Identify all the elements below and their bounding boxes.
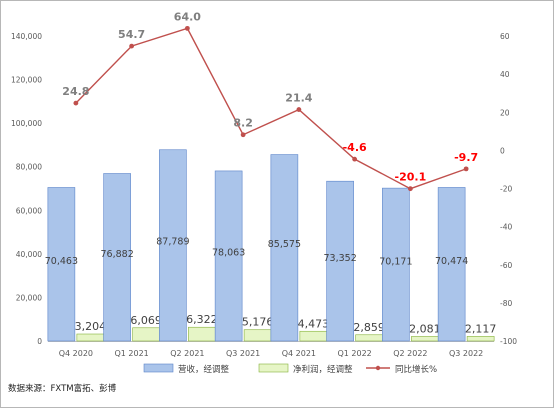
legend-revenue-swatch (143, 363, 174, 373)
legend-growth-marker (375, 365, 381, 371)
net-profit-bar (243, 329, 272, 342)
growth-data-label: -4.6 (343, 141, 367, 154)
revenue-data-label: 70,171 (379, 257, 412, 268)
revenue-data-label: 87,789 (156, 237, 189, 248)
net-profit-data-label: 4,473 (298, 317, 330, 330)
revenue-bar (270, 154, 299, 342)
growth-point (407, 186, 413, 192)
revenue-bar (47, 187, 76, 342)
source-note: 数据来源：FXTM富拓、彭博 (8, 383, 117, 394)
growth-data-label: 21.4 (285, 92, 312, 105)
growth-line (75, 27, 467, 190)
net-profit-bar (466, 336, 495, 342)
revenue-data-label: 85,575 (268, 239, 301, 250)
net-profit-data-label: 2,081 (409, 322, 441, 335)
y-right-tick-label: 60 (500, 32, 510, 41)
x-tick-label: Q3 2021 (226, 349, 260, 358)
revenue-bar (214, 170, 243, 342)
growth-point (129, 43, 135, 49)
net-profit-data-label: 6,069 (130, 314, 162, 327)
x-tick-label: Q1 2022 (337, 349, 371, 358)
net-profit-bar (132, 327, 160, 342)
y-right-tick-label: -40 (500, 223, 512, 232)
growth-data-label: -9.7 (454, 151, 478, 164)
y-left-tick-label: 80,000 (16, 163, 42, 172)
net-profit-data-label: 5,176 (242, 316, 274, 329)
growth-point (73, 100, 79, 106)
net-profit-bar (188, 326, 216, 342)
growth-data-label: 64.0 (174, 10, 201, 23)
legend-net-profit-label: 净利润，经调整 (293, 364, 353, 375)
growth-data-label: -20.1 (395, 171, 427, 184)
x-tick-label: Q1 2021 (114, 349, 148, 358)
net-profit-data-label: 2,859 (353, 321, 385, 334)
y-left-tick-label: 60,000 (16, 206, 42, 215)
y-right-tick-label: -100 (500, 337, 517, 346)
revenue-data-label: 70,463 (45, 256, 78, 267)
y-left-tick-label: 20,000 (16, 293, 42, 302)
growth-point (240, 132, 246, 138)
revenue-bar (103, 173, 131, 342)
x-tick-label: Q4 2021 (282, 349, 316, 358)
revenue-bar (382, 187, 410, 342)
growth-data-label: 54.7 (118, 28, 145, 41)
revenue-data-label: 78,063 (212, 248, 245, 259)
net-profit-data-label: 6,322 (186, 313, 218, 326)
legend-growth-label: 同比增长% (395, 364, 437, 375)
legend-revenue-label: 营收，经调整 (178, 364, 230, 375)
x-tick-label: Q2 2021 (170, 349, 204, 358)
y-left-tick-label: 100,000 (11, 119, 42, 128)
net-profit-bar (355, 334, 383, 342)
net-profit-data-label: 2,117 (465, 322, 497, 335)
y-left-tick-label: 0 (37, 337, 42, 346)
legend-net-profit-swatch (258, 363, 289, 373)
net-profit-data-label: 3,204 (75, 320, 107, 333)
y-right-tick-label: 40 (500, 70, 510, 79)
net-profit-bar (411, 336, 439, 342)
growth-data-label: 24.8 (62, 85, 89, 98)
growth-point (463, 166, 469, 172)
x-tick-label: Q4 2020 (59, 349, 93, 358)
revenue-data-label: 73,352 (324, 253, 357, 264)
growth-point (296, 107, 302, 112)
growth-point (352, 156, 358, 162)
revenue-bar (437, 187, 466, 342)
revenue-bar (326, 180, 354, 342)
y-left-tick-label: 40,000 (16, 250, 42, 259)
growth-data-label: 8.2 (233, 117, 253, 130)
y-right-tick-label: -80 (500, 299, 512, 308)
revenue-data-label: 76,882 (101, 249, 134, 260)
y-right-tick-label: 0 (500, 146, 505, 155)
x-tick-label: Q2 2022 (393, 349, 427, 358)
net-profit-bar (299, 330, 328, 342)
y-right-tick-label: 20 (500, 108, 510, 117)
y-right-tick-label: -60 (500, 261, 512, 270)
net-profit-bar (76, 333, 105, 342)
revenue-bar (159, 149, 187, 342)
y-left-tick-label: 140,000 (11, 32, 42, 41)
x-tick-label: Q3 2022 (449, 349, 483, 358)
revenue-data-label: 70,474 (435, 256, 468, 267)
y-right-tick-label: -20 (500, 185, 512, 194)
y-left-tick-label: 120,000 (11, 76, 42, 85)
growth-point (184, 25, 190, 31)
